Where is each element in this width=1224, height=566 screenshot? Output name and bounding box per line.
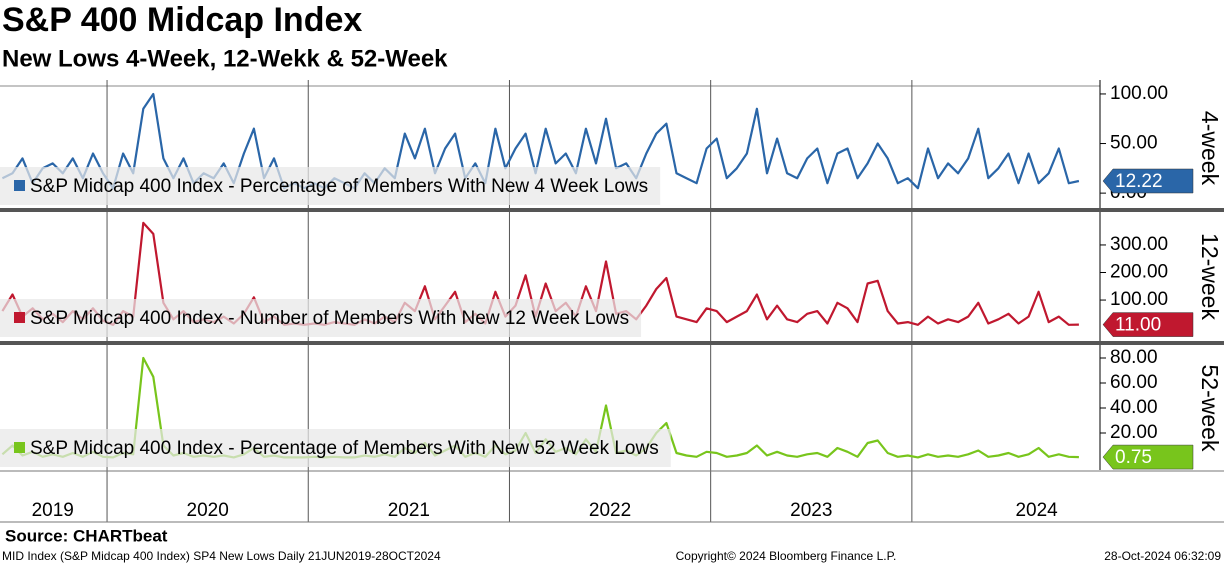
x-tick-label: 2021 bbox=[388, 500, 430, 521]
legend-box bbox=[0, 167, 661, 205]
panel-label: 4-week bbox=[1197, 111, 1223, 186]
y-tick-label: 100.00 bbox=[1110, 289, 1168, 310]
footer-center: Copyright© 2024 Bloomberg Finance L.P. bbox=[676, 549, 897, 563]
x-tick-label: 2023 bbox=[790, 500, 832, 521]
chart-subtitle: New Lows 4-Week, 12-Wekk & 52-Week bbox=[2, 45, 448, 72]
current-value-label: 0.75 bbox=[1115, 447, 1152, 468]
legend-box bbox=[0, 429, 671, 467]
x-tick-label: 2019 bbox=[32, 500, 74, 521]
chart-title: S&P 400 Midcap Index bbox=[2, 1, 362, 39]
legend-box bbox=[0, 299, 642, 337]
legend-label: S&P Midcap 400 Index - Number of Members… bbox=[30, 308, 629, 329]
x-tick-label: 2022 bbox=[589, 500, 631, 521]
legend-swatch bbox=[14, 312, 25, 323]
series-line bbox=[1, 92, 1080, 190]
y-tick-label: 60.00 bbox=[1110, 372, 1158, 393]
y-tick-label: 80.00 bbox=[1110, 347, 1158, 368]
y-tick-label: 300.00 bbox=[1110, 234, 1168, 255]
y-tick-label: 200.00 bbox=[1110, 262, 1168, 283]
current-value-tag bbox=[1102, 444, 1194, 470]
x-tick-label: 2024 bbox=[1015, 500, 1058, 521]
current-value-tag bbox=[1102, 168, 1194, 194]
source: Source: CHARTbeat bbox=[5, 526, 168, 545]
footer-left: MID Index (S&P Midcap 400 Index) SP4 New… bbox=[2, 549, 441, 563]
legend-label: S&P Midcap 400 Index - Percentage of Mem… bbox=[30, 438, 659, 459]
x-tick-label: 2020 bbox=[187, 500, 229, 521]
y-tick-label: 100.00 bbox=[1110, 83, 1168, 104]
current-value-label: 12.22 bbox=[1115, 171, 1163, 192]
panel-label: 52-week bbox=[1197, 365, 1223, 452]
y-tick-label: 20.00 bbox=[1110, 422, 1158, 443]
y-tick-label: 50.00 bbox=[1110, 133, 1158, 154]
legend-label: S&P Midcap 400 Index - Percentage of Mem… bbox=[30, 176, 648, 197]
current-value-tag bbox=[1102, 312, 1194, 337]
panel-label: 12-week bbox=[1197, 233, 1223, 320]
legend-swatch bbox=[14, 180, 25, 191]
current-value-label: 11.00 bbox=[1115, 315, 1161, 336]
y-tick-label: 40.00 bbox=[1110, 397, 1158, 418]
legend-swatch bbox=[14, 442, 25, 453]
footer-right: 28-Oct-2024 06:32:09 bbox=[1104, 549, 1221, 563]
